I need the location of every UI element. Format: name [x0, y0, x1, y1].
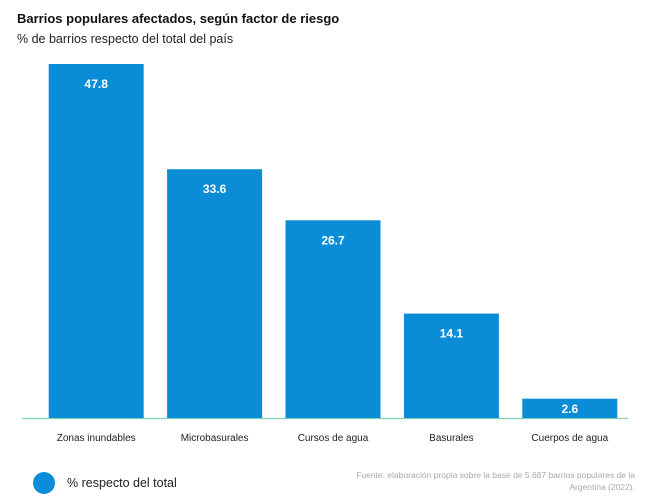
source-note: Fuente: elaboración propia sobre la base…: [356, 470, 635, 492]
bar-4: [522, 398, 618, 418]
bar-3: [403, 313, 499, 418]
bar-chart: 47.8 Zonas inundables 33.6 Microbasurales 26…: [22, 64, 628, 444]
bar-0: [48, 64, 144, 418]
x-tick-label-1: Microbasurales: [181, 433, 249, 444]
legend-label: % respecto del total: [67, 476, 177, 490]
x-tick-label-2: Cursos de agua: [298, 433, 369, 444]
chart-title: Barrios populares afectados, según facto…: [17, 11, 340, 26]
x-tick-label-3: Basurales: [429, 433, 473, 444]
bar-value-label-0: 47.8: [85, 77, 109, 91]
chart-subtitle: % de barrios respecto del total del país: [17, 32, 234, 46]
legend-swatch: [33, 472, 55, 494]
bar-value-label-1: 33.6: [203, 182, 227, 196]
bar-value-label-3: 14.1: [440, 327, 464, 341]
bar-value-label-2: 26.7: [321, 233, 345, 247]
x-tick-label-4: Cuerpos de agua: [531, 433, 608, 444]
legend: % respecto del total: [33, 472, 177, 494]
bar-1: [167, 169, 263, 418]
bar-value-label-4: 2.6: [561, 402, 578, 416]
bar-2: [285, 220, 381, 418]
x-tick-label-0: Zonas inundables: [57, 433, 136, 444]
